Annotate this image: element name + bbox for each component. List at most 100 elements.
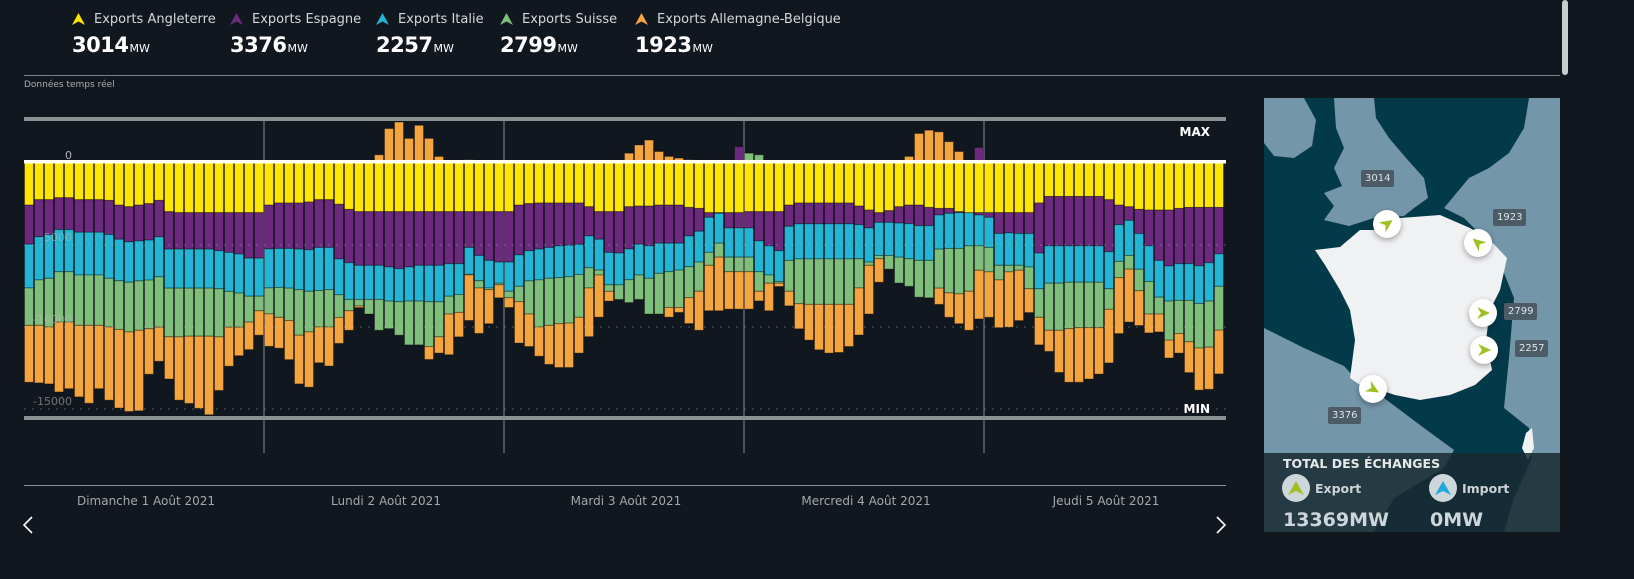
bar-segment [1204, 206, 1214, 264]
bar-segment [1074, 162, 1084, 197]
chevron-left-icon [22, 516, 33, 534]
legend-item[interactable]: Exports Angleterre 3014MW [72, 10, 230, 57]
map-label-espagne: 3376 [1328, 407, 1362, 424]
marker-angleterre[interactable] [1373, 210, 1401, 238]
bar-segment [754, 240, 764, 273]
bar-segment [1134, 208, 1144, 235]
export-arrow-icon [1472, 238, 1487, 252]
bar-segment [504, 162, 514, 213]
bar-segment [634, 205, 644, 245]
bar-segment [224, 290, 234, 328]
bar-segment [974, 269, 984, 320]
legend-item[interactable]: Exports Espagne 3376MW [230, 10, 376, 57]
bar-segment [1104, 288, 1114, 310]
bar-segment [604, 162, 614, 213]
bar-segment [744, 162, 754, 213]
bar-segment [464, 246, 474, 275]
import-bar [394, 121, 404, 164]
bar-segment [624, 248, 634, 281]
bar-segment [344, 298, 354, 312]
prev-button[interactable] [20, 513, 36, 537]
bar-segment [324, 162, 334, 201]
bar-segment [1014, 212, 1024, 235]
bar-segment [1024, 233, 1034, 268]
bar-segment [34, 324, 44, 384]
bar-segment [574, 316, 584, 354]
bar-segment [1054, 195, 1064, 247]
bar-segment [1164, 209, 1174, 267]
bar-segment [1124, 206, 1134, 221]
totals-title: TOTAL DES ÉCHANGES [1283, 456, 1441, 471]
bar-segment [824, 258, 834, 305]
next-button[interactable] [1213, 513, 1229, 537]
legend-value: 3376 [230, 33, 287, 57]
bar-segment [174, 248, 184, 289]
max-label: MAX [1180, 125, 1211, 139]
bar-segment [964, 245, 974, 292]
bar-segment [684, 235, 694, 268]
bar-segment [944, 292, 954, 318]
bar-segment [674, 204, 684, 244]
bar-segment [1114, 224, 1124, 262]
bar-segment [154, 162, 164, 201]
legend-unit: MW [692, 42, 713, 55]
marker-allemagne-belgique[interactable] [1464, 229, 1492, 257]
export-label: Export [1315, 480, 1362, 496]
marker-suisse[interactable] [1469, 299, 1497, 327]
bar-segment [354, 162, 364, 213]
bar-segment [584, 206, 594, 237]
bar-segment [254, 162, 264, 214]
bar-segment [1154, 313, 1164, 333]
bar-segment [884, 162, 894, 212]
legend-item[interactable]: Exports Allemagne-Belgique 1923MW [635, 10, 855, 57]
bar-segment [294, 162, 304, 204]
legend-value: 2799 [500, 33, 557, 57]
bar-segment [1004, 162, 1014, 214]
bar-segment [444, 211, 454, 265]
bar-segment [234, 212, 244, 255]
bar-segment [484, 162, 494, 213]
bar-segment [924, 225, 934, 261]
bar-segment [1084, 245, 1094, 283]
marker-espagne[interactable] [1359, 375, 1387, 403]
bar-segment [564, 322, 574, 369]
bar-segment [284, 320, 294, 361]
exchange-map[interactable]: 3014 1923 2799 2257 3376 TOTAL DES ÉCHAN… [1264, 98, 1560, 532]
bar-segment [34, 162, 44, 201]
bar-segment [334, 294, 344, 318]
bar-segment [704, 162, 714, 214]
bar-segment [494, 261, 504, 284]
bar-segment [754, 162, 764, 213]
bar-segment [264, 287, 274, 315]
bar-segment [124, 281, 134, 333]
arrow-up-icon [635, 13, 648, 25]
bar-segment [444, 313, 454, 356]
bar-segment [524, 280, 534, 315]
bar-segment [184, 162, 194, 214]
bar-segment [1034, 162, 1044, 204]
bar-segment [414, 211, 424, 266]
bar-segment [1104, 308, 1114, 364]
legend-item[interactable]: Exports Suisse 2799MW [500, 10, 635, 57]
legend-item[interactable]: Exports Italie 2257MW [376, 10, 500, 57]
scrollbar[interactable] [1562, 0, 1568, 75]
bar-segment [174, 212, 184, 250]
bar-segment [54, 321, 64, 393]
bar-segment [414, 264, 424, 302]
bar-segment [484, 211, 494, 261]
bar-segment [664, 204, 674, 244]
bar-segment [1184, 263, 1194, 301]
bar-segment [834, 258, 844, 305]
marker-italie[interactable] [1470, 336, 1498, 364]
bar-segment [304, 249, 314, 292]
bar-segment [914, 162, 924, 206]
bar-segment [1164, 300, 1174, 341]
bar-segment [834, 223, 844, 260]
import-bar [384, 128, 394, 164]
bar-segment [1214, 285, 1224, 331]
bar-segment [664, 306, 674, 318]
bar-segment [1194, 347, 1204, 391]
import-bar [424, 137, 434, 164]
bar-segment [744, 227, 754, 258]
bar-segment [424, 346, 434, 360]
